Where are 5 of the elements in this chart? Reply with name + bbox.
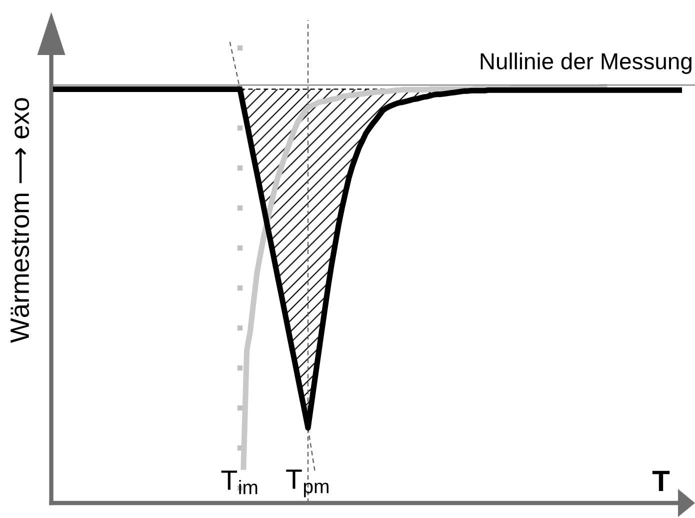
x-axis-title: T: [652, 470, 670, 491]
x-tick-label: T$_{im}$: [221, 470, 258, 494]
x-tick-label: T$_{pm}$: [286, 470, 328, 498]
ref-line-label: Nullinie der Messung: [480, 52, 692, 74]
y-axis-title: Wärmestrom ⟶ exo: [10, 98, 30, 343]
